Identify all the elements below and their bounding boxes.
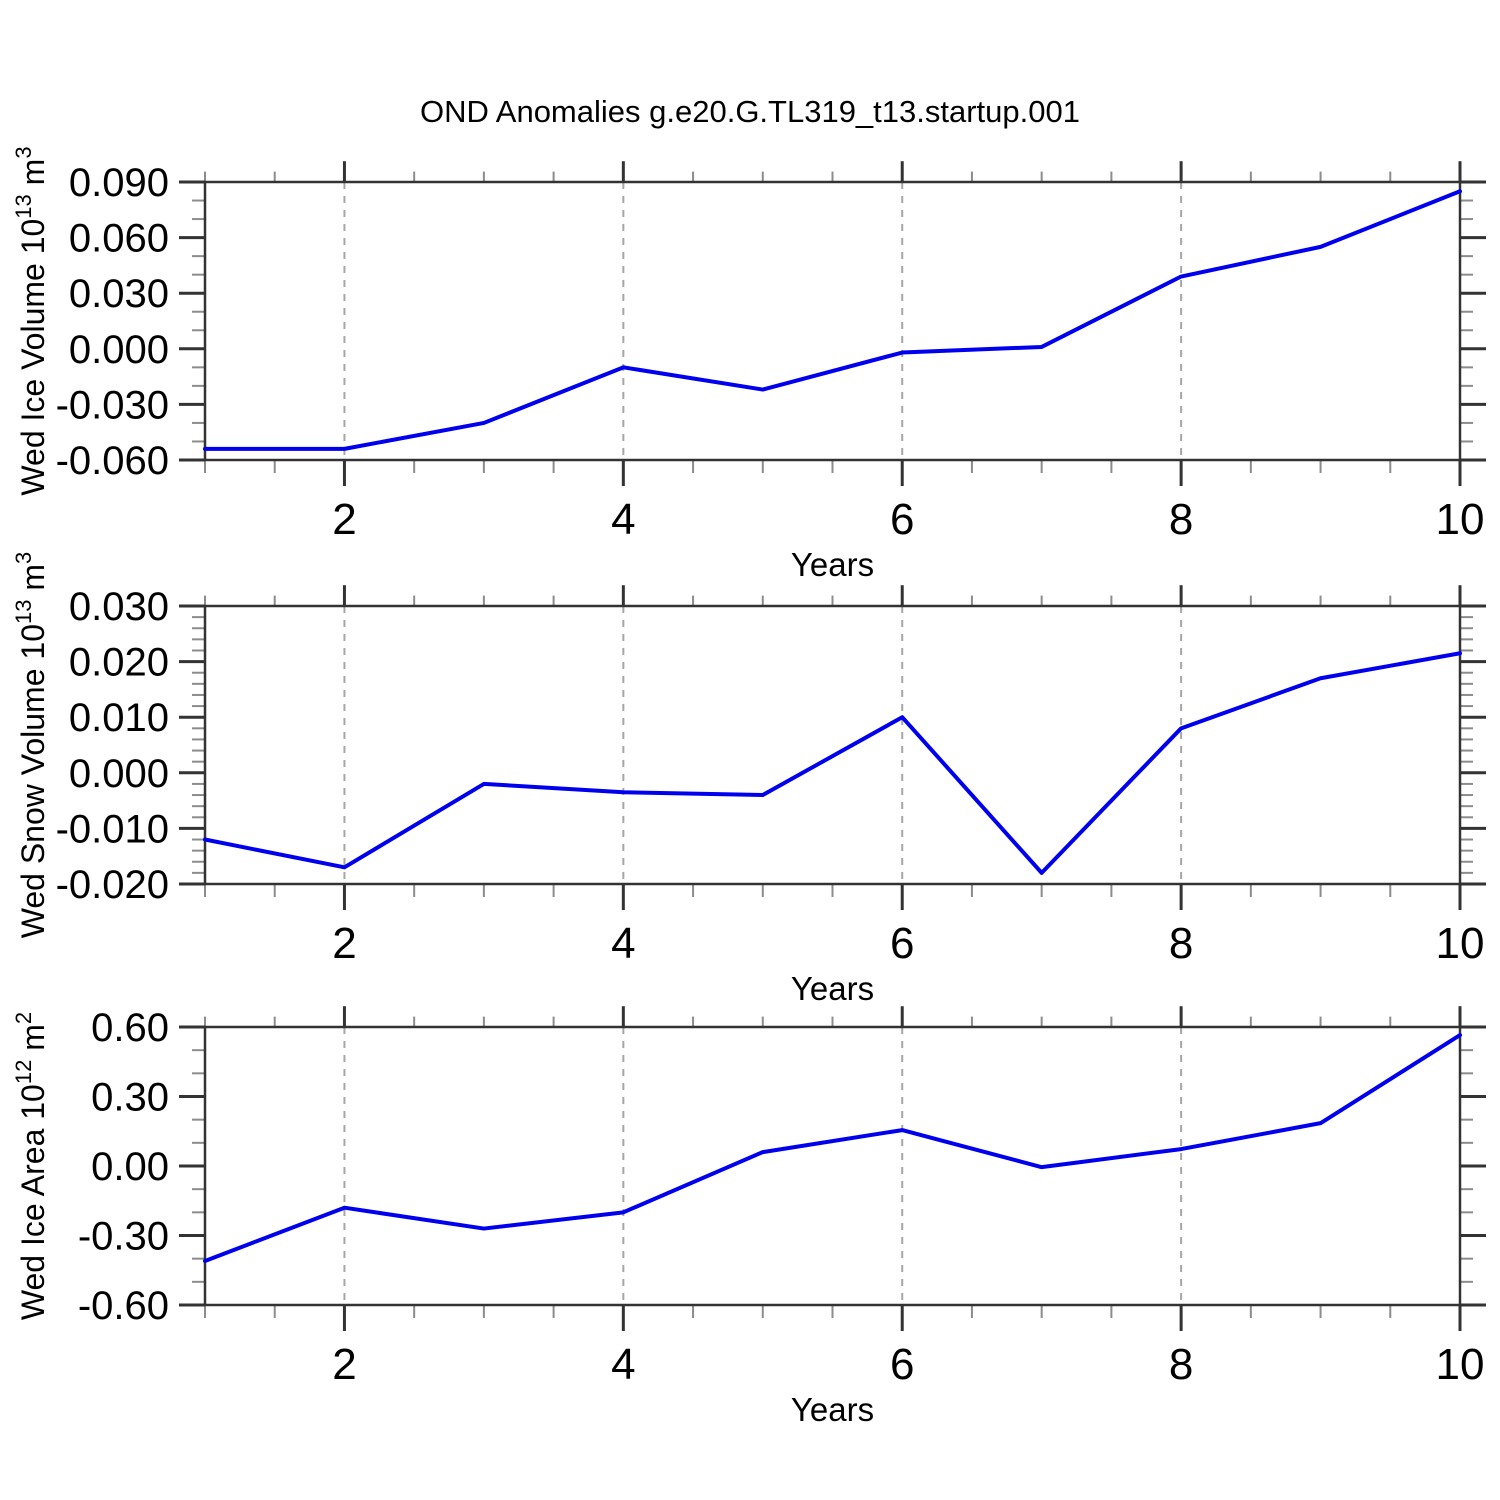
y-axis-title-sup: 13	[11, 600, 36, 624]
x-tick-label: 6	[890, 919, 914, 968]
y-axis-title-sup: 13	[11, 194, 36, 218]
y-axis-title-sup: 3	[11, 146, 36, 158]
y-tick-label: 0.030	[69, 272, 169, 316]
x-tick-label: 6	[890, 1340, 914, 1389]
y-tick-label: 0.000	[69, 328, 169, 372]
x-tick-label: 8	[1169, 919, 1193, 968]
x-tick-label: 10	[1436, 919, 1485, 968]
y-axis-title-text: m	[15, 564, 51, 600]
series-line	[203, 1033, 1462, 1263]
y-axis-title-text: m	[15, 159, 51, 195]
x-tick-label: 10	[1436, 495, 1485, 544]
y-tick-label: -0.060	[56, 439, 169, 483]
y-tick-label: 0.020	[69, 641, 169, 685]
y-tick-label: -0.010	[56, 807, 169, 851]
x-tick-label: 2	[332, 919, 356, 968]
series-line	[203, 189, 1462, 451]
y-axis-title-text: m	[15, 1024, 51, 1060]
y-axis-title: Wed Ice Volume 1013 m3	[11, 146, 51, 495]
y-axis-title-text: Wed Ice Area 10	[15, 1084, 51, 1320]
y-tick-label: 0.00	[91, 1145, 169, 1189]
x-tick-label: 8	[1169, 495, 1193, 544]
plot-frame	[203, 604, 1462, 886]
x-tick-label: 8	[1169, 1340, 1193, 1389]
y-tick-label: 0.000	[69, 752, 169, 796]
x-tick-label: 2	[332, 1340, 356, 1389]
x-tick-label: 4	[611, 919, 635, 968]
x-axis-title: Years	[791, 1391, 874, 1428]
y-tick-label: -0.020	[56, 863, 169, 907]
y-tick-label: 0.010	[69, 696, 169, 740]
y-tick-label: 0.060	[69, 217, 169, 261]
y-tick-label: 0.030	[69, 585, 169, 629]
x-axis-title: Years	[791, 970, 874, 1007]
plot-frame	[203, 1025, 1462, 1307]
x-tick-label: 2	[332, 495, 356, 544]
y-tick-label: 0.30	[91, 1076, 169, 1120]
plot-frame	[203, 180, 1462, 462]
y-tick-label: -0.030	[56, 383, 169, 427]
y-axis-title: Wed Ice Area 1012 m2	[11, 1012, 51, 1320]
x-axis-title: Years	[791, 546, 874, 583]
x-tick-label: 6	[890, 495, 914, 544]
y-tick-label: -0.30	[78, 1215, 169, 1259]
y-axis-title-sup: 12	[11, 1060, 36, 1084]
x-tick-label: 4	[611, 495, 635, 544]
figure-title: OND Anomalies g.e20.G.TL319_t13.startup.…	[419, 94, 1080, 129]
y-axis-title-text: Wed Ice Volume 10	[15, 219, 51, 496]
x-tick-label: 10	[1436, 1340, 1485, 1389]
y-axis-title: Wed Snow Volume 1013 m3	[11, 552, 51, 939]
y-tick-label: 0.60	[91, 1006, 169, 1050]
y-axis-title-sup: 2	[11, 1012, 36, 1024]
series-line	[203, 651, 1462, 875]
y-tick-label: -0.60	[78, 1284, 169, 1328]
y-axis-title-text: Wed Snow Volume 10	[15, 624, 51, 938]
y-axis-title-sup: 3	[11, 552, 36, 564]
y-tick-label: 0.090	[69, 161, 169, 205]
x-tick-label: 4	[611, 1340, 635, 1389]
